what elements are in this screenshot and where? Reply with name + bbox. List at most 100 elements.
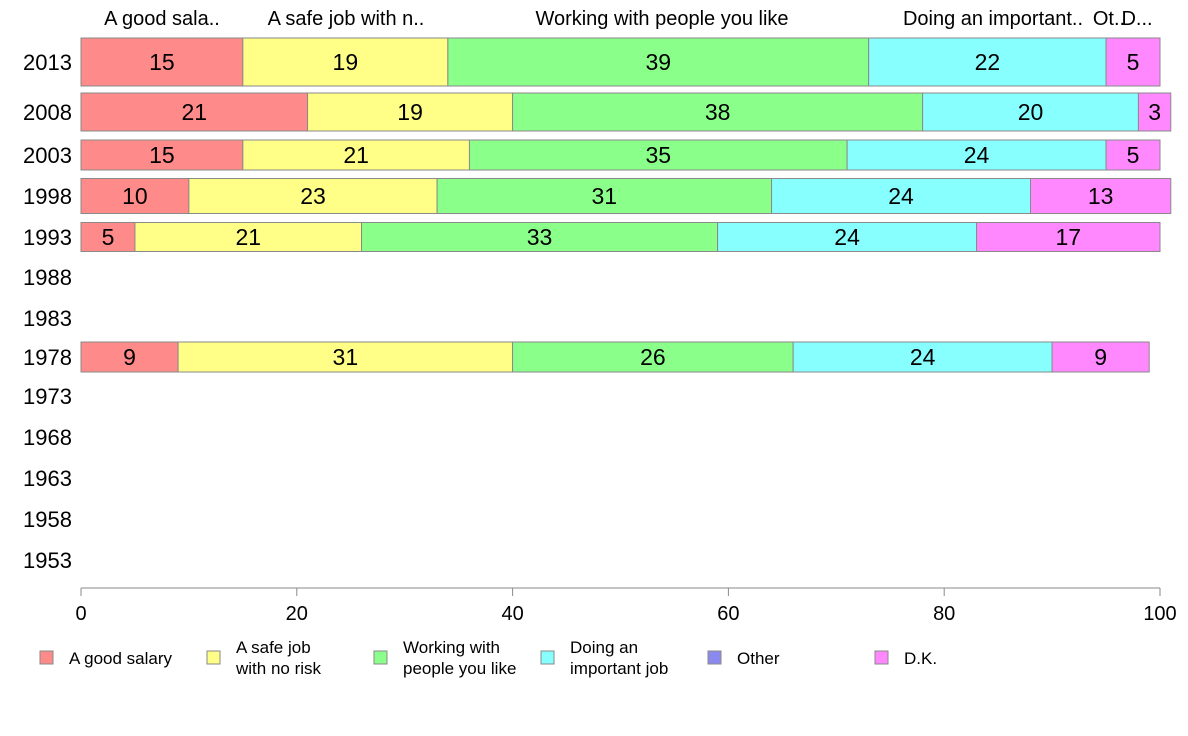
bar-value-label: 31 bbox=[333, 344, 359, 370]
legend-swatch bbox=[39, 650, 54, 665]
series-header: Ot.. bbox=[1093, 8, 1125, 30]
bar-segment bbox=[771, 178, 1032, 214]
bar-value-label: 19 bbox=[397, 99, 423, 125]
year-labels: 2013 2008 2003 1998 1993 1988 1983 1978 1973 1968… bbox=[23, 50, 72, 573]
legend-label: important job bbox=[570, 659, 668, 678]
year-label: 1953 bbox=[23, 548, 72, 573]
bar-segment bbox=[792, 341, 1053, 373]
bar-segment bbox=[242, 37, 449, 87]
bar-segment bbox=[134, 222, 363, 252]
series-headers: A good sala.. A safe job with n.. Working … bbox=[104, 8, 1152, 30]
legend-label: Other bbox=[737, 649, 780, 668]
legend: A good salary A safe job with no risk Worki… bbox=[39, 638, 937, 678]
bar-value-label: 21 bbox=[235, 224, 261, 250]
bar-value-label: 5 bbox=[1127, 142, 1140, 168]
year-label: 1958 bbox=[23, 507, 72, 532]
bar-segment bbox=[512, 92, 924, 132]
year-label: 1963 bbox=[23, 466, 72, 491]
year-label: 1988 bbox=[23, 265, 72, 290]
bar-segment bbox=[868, 37, 1107, 87]
bar-segment bbox=[846, 139, 1107, 171]
legend-label: A good salary bbox=[69, 649, 173, 668]
series-header: Doing an important.. bbox=[903, 8, 1083, 30]
bar-value-label: 15 bbox=[149, 142, 175, 168]
year-label: 2008 bbox=[23, 100, 72, 125]
bar-value-label: 21 bbox=[343, 142, 369, 168]
bar-value-label: 24 bbox=[910, 344, 936, 370]
bar-value-label: 24 bbox=[888, 183, 914, 209]
legend-swatch bbox=[874, 650, 889, 665]
bar-value-label: 17 bbox=[1055, 224, 1081, 250]
legend-swatch bbox=[206, 650, 221, 665]
bar-value-label: 35 bbox=[645, 142, 671, 168]
bar-value-label: 21 bbox=[181, 99, 207, 125]
legend-label: A safe job bbox=[236, 638, 311, 657]
bar-segment bbox=[80, 37, 244, 87]
bar-segment bbox=[361, 222, 719, 252]
bar-value-label: 22 bbox=[975, 49, 1001, 75]
bar-segment bbox=[436, 178, 773, 214]
series-header: A safe job with n.. bbox=[268, 8, 425, 30]
bar-segment bbox=[468, 139, 848, 171]
x-tick-label: 20 bbox=[286, 603, 308, 625]
legend-label: Doing an bbox=[570, 638, 638, 657]
bar-segment bbox=[1051, 341, 1150, 373]
bar-value-label: 3 bbox=[1148, 99, 1161, 125]
x-tick-label: 80 bbox=[933, 603, 955, 625]
bar-value-label: 19 bbox=[333, 49, 359, 75]
x-tick-label: 0 bbox=[75, 603, 86, 625]
bar-segment bbox=[307, 92, 514, 132]
bar-value-label: 24 bbox=[834, 224, 860, 250]
bar-value-label: 13 bbox=[1088, 183, 1114, 209]
year-label: 1978 bbox=[23, 345, 72, 370]
x-tick-label: 100 bbox=[1143, 603, 1176, 625]
bar-value-label: 24 bbox=[964, 142, 990, 168]
year-label: 2013 bbox=[23, 50, 72, 75]
bar-segment bbox=[512, 341, 794, 373]
series-header: Working with people you like bbox=[535, 8, 788, 30]
year-label: 2003 bbox=[23, 143, 72, 168]
bar-segment bbox=[177, 341, 514, 373]
bar-value-label: 15 bbox=[149, 49, 175, 75]
bars: 15 19 39 22 521 19 38 20 315 21 35 24 510 23 31 24 135 21… bbox=[80, 37, 1172, 373]
year-label: 1993 bbox=[23, 225, 72, 250]
bar-segment bbox=[242, 139, 470, 171]
bar-segment bbox=[922, 92, 1139, 132]
bar-value-label: 33 bbox=[527, 224, 553, 250]
legend-label: with no risk bbox=[235, 659, 322, 678]
bar-value-label: 5 bbox=[102, 224, 115, 250]
legend-label: D.K. bbox=[904, 649, 937, 668]
bar-segment bbox=[80, 178, 190, 214]
bar-value-label: 39 bbox=[645, 49, 671, 75]
legend-label: Working with bbox=[403, 638, 500, 657]
x-axis: 0 20 40 60 80 100 bbox=[75, 587, 1177, 625]
year-label: 1983 bbox=[23, 306, 72, 331]
legend-swatch bbox=[373, 650, 388, 665]
bar-segment bbox=[1030, 178, 1172, 214]
bar-value-label: 9 bbox=[123, 344, 136, 370]
year-label: 1998 bbox=[23, 184, 72, 209]
bar-value-label: 5 bbox=[1127, 49, 1140, 75]
bar-segment bbox=[1105, 139, 1161, 171]
series-header: D... bbox=[1121, 8, 1152, 30]
bar-value-label: 38 bbox=[705, 99, 731, 125]
x-tick-label: 40 bbox=[501, 603, 523, 625]
year-label: 1973 bbox=[23, 384, 72, 409]
bar-segment bbox=[188, 178, 438, 214]
legend-swatch bbox=[540, 650, 555, 665]
bar-segment bbox=[80, 92, 309, 132]
bar-value-label: 10 bbox=[122, 183, 148, 209]
bar-segment bbox=[447, 37, 870, 87]
year-label: 1968 bbox=[23, 425, 72, 450]
bar-value-label: 23 bbox=[300, 183, 326, 209]
legend-label: people you like bbox=[403, 659, 516, 678]
bar-segment bbox=[976, 222, 1161, 252]
x-tick-label: 60 bbox=[717, 603, 739, 625]
bar-segment bbox=[1137, 92, 1172, 132]
bar-segment bbox=[80, 222, 136, 252]
bar-segment bbox=[1105, 37, 1161, 87]
bar-value-label: 9 bbox=[1094, 344, 1107, 370]
bar-value-label: 26 bbox=[640, 344, 666, 370]
bar-value-label: 20 bbox=[1018, 99, 1044, 125]
